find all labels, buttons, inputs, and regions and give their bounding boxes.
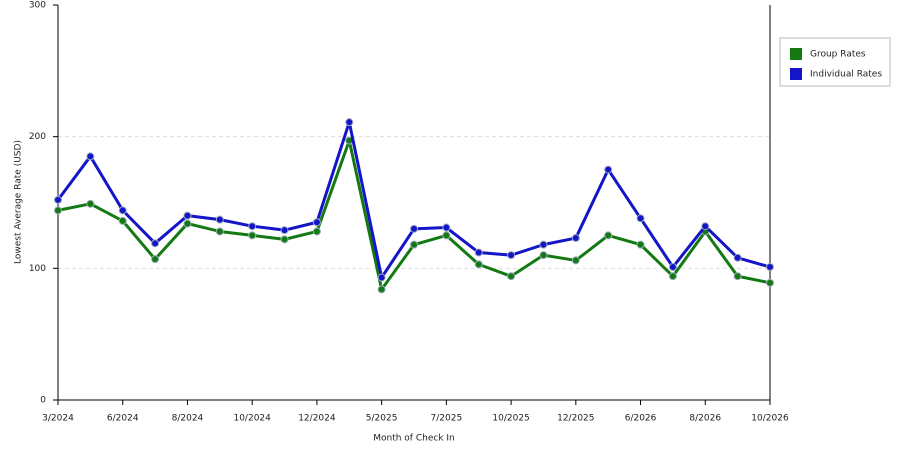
point [151, 255, 160, 264]
point [215, 227, 224, 236]
x-tick-label: 10/2025 [492, 414, 529, 424]
legend-swatch [790, 48, 802, 60]
point [377, 285, 386, 294]
x-tick-label: 12/2024 [298, 414, 336, 424]
point [636, 240, 645, 249]
x-tick-label: 5/2025 [366, 414, 398, 424]
x-tick-label: 3/2024 [42, 414, 74, 424]
point [312, 227, 321, 236]
y-tick-label: 200 [29, 132, 46, 142]
point [604, 165, 613, 174]
point [118, 206, 127, 215]
point [701, 222, 710, 231]
point [248, 231, 257, 240]
point [539, 240, 548, 249]
legend-label: Group Rates [810, 50, 866, 60]
point [86, 199, 95, 208]
legend-swatch [790, 68, 802, 80]
point [151, 239, 160, 248]
legend-label: Individual Rates [810, 70, 882, 80]
point [474, 260, 483, 269]
point [442, 231, 451, 240]
y-tick-label: 300 [29, 1, 46, 11]
point [766, 278, 774, 287]
point [539, 251, 548, 260]
point [215, 215, 224, 224]
x-axis-title: Month of Check In [373, 434, 455, 444]
point [733, 253, 742, 262]
y-tick-label: 100 [29, 264, 46, 274]
point [86, 152, 95, 161]
point [474, 248, 483, 257]
point [571, 234, 580, 243]
point [604, 231, 613, 240]
x-tick-label: 6/2026 [625, 414, 657, 424]
x-tick-label: 10/2024 [233, 414, 271, 424]
point [410, 240, 418, 249]
point [280, 235, 289, 244]
point [507, 251, 516, 260]
point [410, 224, 418, 233]
x-tick-label: 12/2025 [557, 414, 594, 424]
point [54, 195, 62, 204]
x-tick-label: 6/2024 [107, 414, 139, 424]
point [668, 272, 677, 281]
point [636, 214, 645, 223]
point [377, 273, 386, 282]
y-axis-title: Lowest Average Rate (USD) [14, 140, 24, 264]
x-tick-label: 8/2024 [172, 414, 204, 424]
point [248, 222, 257, 231]
y-tick-label: 0 [40, 396, 46, 406]
point [507, 272, 516, 281]
x-tick-label: 7/2025 [431, 414, 463, 424]
point [668, 263, 677, 272]
point [733, 272, 742, 281]
point [118, 216, 127, 225]
x-tick-label: 8/2026 [689, 414, 721, 424]
point [183, 219, 192, 228]
point [345, 118, 354, 127]
point [54, 206, 62, 215]
point [571, 256, 580, 265]
x-tick-label: 10/2026 [751, 414, 789, 424]
point [280, 226, 289, 235]
point [183, 211, 192, 220]
point [766, 263, 774, 272]
point [312, 218, 321, 227]
point [442, 223, 451, 232]
